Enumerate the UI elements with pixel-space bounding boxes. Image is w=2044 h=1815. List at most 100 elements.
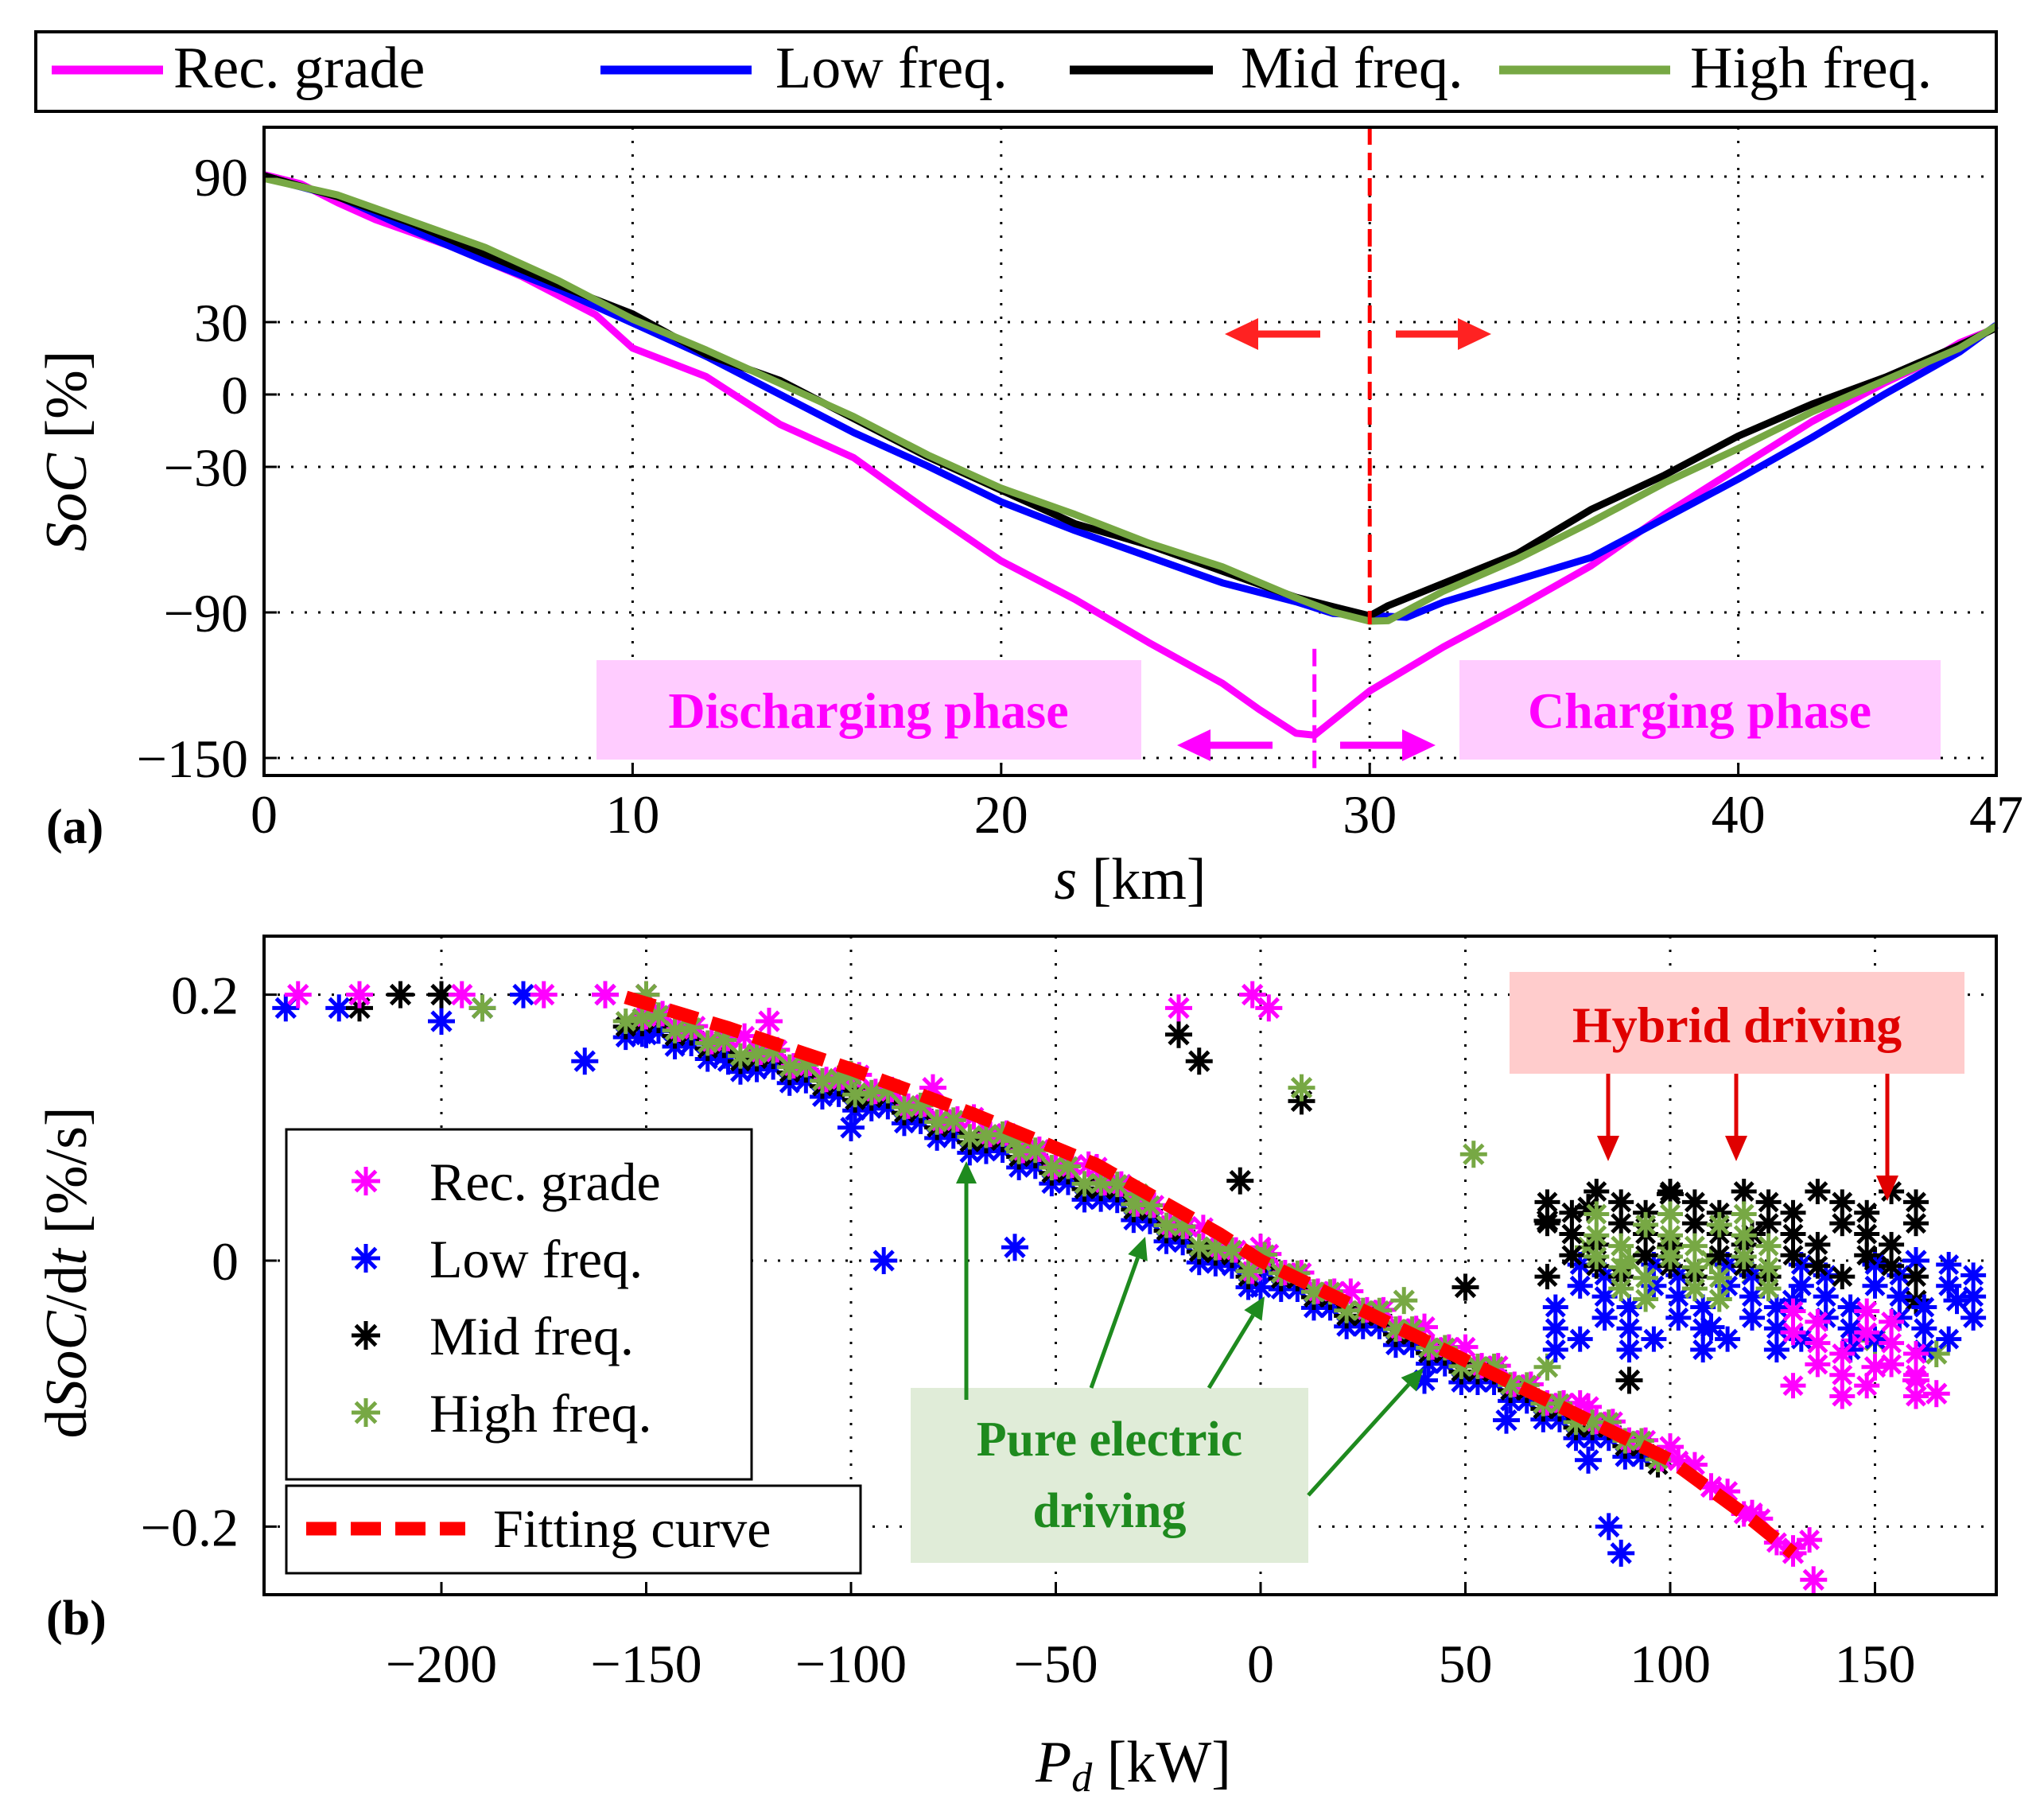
annotations-a: Discharging phase Charging phase xyxy=(668,127,1871,775)
point xyxy=(284,981,312,1009)
point xyxy=(1567,1326,1593,1352)
point xyxy=(1788,1273,1814,1299)
point xyxy=(809,1067,835,1094)
point xyxy=(1584,1201,1610,1227)
point xyxy=(1755,1233,1782,1259)
point xyxy=(571,1047,599,1075)
point xyxy=(1390,1287,1418,1315)
point xyxy=(732,1023,758,1049)
point xyxy=(1879,1330,1905,1356)
point xyxy=(1960,1304,1987,1331)
point xyxy=(1780,1373,1806,1399)
point xyxy=(1739,1304,1765,1331)
point xyxy=(1595,1513,1622,1541)
point xyxy=(1185,1047,1213,1075)
point xyxy=(1681,1233,1708,1259)
pure-arrow-1 xyxy=(956,1161,977,1400)
point xyxy=(1633,1286,1659,1312)
y-tick-label-b: −0.2 xyxy=(141,1497,239,1557)
point xyxy=(1584,1179,1610,1205)
point xyxy=(1911,1316,1937,1342)
point xyxy=(428,1008,455,1036)
x-tick-label-a: 20 xyxy=(974,784,1028,845)
point xyxy=(1837,1316,1863,1342)
discharging-label-bg xyxy=(596,660,1141,760)
point xyxy=(1137,1192,1163,1218)
legend-b: Rec. grade Low freq. Mid freq. High freq. F… xyxy=(285,1128,862,1575)
point xyxy=(870,1247,898,1274)
y-tick-label-a: −30 xyxy=(164,437,248,498)
point xyxy=(1862,1273,1888,1299)
fitting-curve xyxy=(624,990,1797,1559)
point xyxy=(1584,1222,1610,1249)
x-tick-label-b: −200 xyxy=(386,1634,497,1694)
y-tick-label-b: 0.2 xyxy=(171,966,239,1026)
point xyxy=(1657,1222,1683,1249)
point xyxy=(1681,1189,1708,1215)
arrow-magenta-left xyxy=(1177,729,1273,761)
legend-b-fit-box xyxy=(285,1484,862,1575)
point xyxy=(346,981,373,1009)
pure-electric-label-bg xyxy=(911,1388,1308,1563)
point xyxy=(1657,1179,1683,1205)
plot-b-border xyxy=(262,935,1998,1596)
point xyxy=(1641,1326,1667,1352)
annotations-b-bg xyxy=(911,972,1964,1563)
point xyxy=(1681,1211,1708,1237)
point xyxy=(1780,1242,1806,1269)
point xyxy=(1903,1362,1929,1388)
point xyxy=(1911,1294,1937,1320)
x-tick-label-b: −100 xyxy=(795,1634,907,1694)
charging-label-bg xyxy=(1459,660,1941,760)
point xyxy=(1608,1211,1634,1237)
point xyxy=(448,981,476,1009)
point xyxy=(1615,1366,1643,1394)
point xyxy=(1731,1201,1757,1227)
point xyxy=(662,1017,688,1044)
plot-a-border xyxy=(262,126,1998,777)
panel-b: Hybrid driving Pure electric driving 0.2 0 −… xyxy=(34,935,1998,1801)
point xyxy=(1879,1351,1905,1378)
point xyxy=(1607,1539,1635,1567)
point xyxy=(1608,1276,1634,1302)
point xyxy=(1238,981,1266,1009)
point xyxy=(1755,1189,1782,1215)
point xyxy=(1879,1308,1905,1335)
point xyxy=(1559,1221,1585,1247)
legend-a-label-low: Low freq. xyxy=(775,36,1008,101)
pure-arrow-2 xyxy=(1089,1237,1148,1389)
legend-b-marker xyxy=(352,1244,380,1273)
point xyxy=(1731,1222,1757,1249)
point xyxy=(1854,1298,1880,1324)
legend-b-marker xyxy=(352,1167,380,1195)
y-tick-label-b: 0 xyxy=(212,1231,239,1292)
point xyxy=(1153,1212,1179,1238)
point xyxy=(1800,1566,1828,1594)
legend-b-label: Mid freq. xyxy=(429,1306,634,1366)
point xyxy=(1706,1265,1732,1291)
annotations-a-bg xyxy=(596,660,1941,760)
point xyxy=(1567,1273,1593,1299)
point xyxy=(1805,1179,1831,1205)
point xyxy=(1690,1316,1716,1342)
point xyxy=(756,1008,783,1036)
point xyxy=(1731,1179,1757,1205)
hybrid-driving-label: Hybrid driving xyxy=(1572,997,1902,1053)
pure-electric-label-line2: driving xyxy=(1033,1484,1187,1538)
point xyxy=(1755,1254,1782,1281)
point xyxy=(1451,1273,1479,1301)
point xyxy=(1936,1252,1962,1278)
x-tick-label-a: 47 xyxy=(1969,784,2023,845)
legend-b-label: Rec. grade xyxy=(429,1152,661,1212)
point xyxy=(1165,1020,1192,1048)
point xyxy=(1534,1264,1560,1290)
legend-a-item-mid: Mid freq. xyxy=(1070,36,1463,101)
point xyxy=(1288,1074,1315,1102)
hybrid-arrow-2 xyxy=(1725,1074,1747,1161)
point xyxy=(510,981,537,1009)
hybrid-cluster xyxy=(1534,1179,1987,1409)
point xyxy=(387,981,414,1009)
point xyxy=(1755,1211,1782,1237)
annotations-b: Hybrid driving Pure electric driving xyxy=(956,997,1902,1538)
